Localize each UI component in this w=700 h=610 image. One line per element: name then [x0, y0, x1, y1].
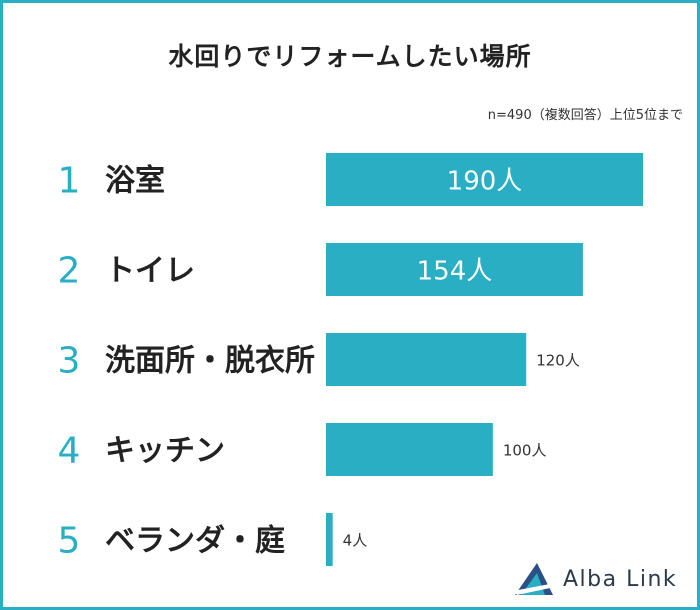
data-label: 154人 [417, 257, 493, 287]
bar [326, 513, 333, 566]
data-label: 4人 [343, 532, 368, 550]
bar [326, 243, 583, 296]
data-label: 120人 [536, 352, 580, 370]
rank-number: 1 [58, 161, 81, 202]
bar [326, 333, 527, 386]
brand-name: Alba Link [563, 567, 678, 592]
rank-number: 4 [58, 431, 81, 472]
bar [326, 423, 493, 476]
chart-title: 水回りでリフォームしたい場所 [168, 42, 532, 71]
category-label: トイレ [105, 254, 195, 289]
data-label: 190人 [447, 167, 523, 197]
rank-number: 3 [58, 341, 81, 382]
bar-chart: 1 浴室 190人 2 トイレ 154人 3 洗面所・脱衣所 120人 4 キッチン 100人 5 ベラン… [58, 153, 643, 566]
category-label: キッチン [105, 434, 225, 469]
rank-number: 5 [58, 521, 81, 562]
sample-note: n=490（複数回答）上位5位まで [487, 108, 683, 123]
brand-logo: Alba Link [511, 561, 691, 601]
category-label: 浴室 [105, 164, 165, 199]
bar [326, 153, 643, 206]
data-label: 100人 [503, 442, 547, 460]
rank-number: 2 [58, 251, 81, 292]
alba-link-logo-icon [513, 563, 555, 595]
category-label: 洗面所・脱衣所 [105, 344, 315, 379]
category-label: ベランダ・庭 [105, 524, 285, 559]
